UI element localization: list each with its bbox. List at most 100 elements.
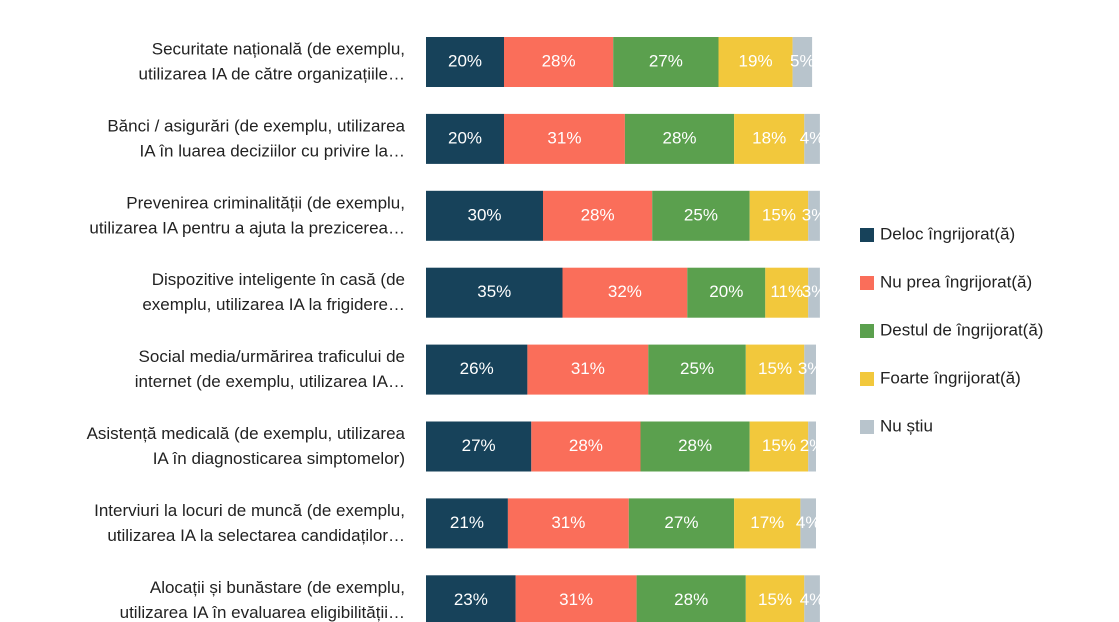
bar-segment [648, 344, 746, 395]
category-label: Alocații și bunăstare (de exemplu, [150, 578, 405, 597]
category-label: Asistență medicală (de exemplu, utilizar… [87, 424, 406, 443]
legend-label: Nu știu [880, 416, 933, 435]
category-label: internet (de exemplu, utilizarea IA… [135, 372, 405, 391]
value-label: 35% [477, 282, 511, 301]
value-label: 3% [802, 282, 827, 301]
category-label: exemplu, utilizarea IA la frigidere… [142, 295, 405, 314]
category-label: Social media/urmărirea traficului de [139, 347, 405, 366]
bar-segment [652, 190, 750, 241]
bar-segment [543, 190, 653, 241]
category-label: utilizarea IA în evaluarea eligibilități… [120, 603, 405, 622]
value-label: 19% [739, 51, 773, 70]
bar-segment [749, 421, 809, 472]
bar-segment [624, 113, 735, 164]
category-label: utilizarea IA de către organizațiile… [139, 64, 405, 83]
bar-segment [628, 498, 735, 549]
bar-segment [804, 575, 820, 622]
bar-segment [426, 267, 563, 318]
value-label: 27% [462, 436, 496, 455]
value-label: 4% [796, 513, 821, 532]
bar-segment [527, 344, 649, 395]
value-label: 21% [450, 513, 484, 532]
bar-segment [808, 190, 820, 241]
value-label: 15% [758, 359, 792, 378]
value-label: 20% [448, 128, 482, 147]
bar-segment [426, 575, 516, 622]
legend-label: Nu prea îngrijorat(ă) [880, 272, 1032, 291]
value-label: 31% [547, 128, 581, 147]
value-label: 17% [750, 513, 784, 532]
category-label: Interviuri la locuri de muncă (de exempl… [94, 501, 405, 520]
legend-swatch [860, 324, 874, 338]
bar-segment [765, 267, 809, 318]
value-label: 32% [608, 282, 642, 301]
value-label: 31% [559, 590, 593, 609]
bar-segment [504, 37, 614, 87]
legend-label: Destul de îngrijorat(ă) [880, 320, 1043, 339]
category-label: Securitate națională (de exemplu, [152, 39, 405, 58]
value-label: 23% [454, 590, 488, 609]
bar-segment [504, 113, 625, 164]
value-label: 27% [649, 51, 683, 70]
value-label: 28% [542, 51, 576, 70]
bar-segment [640, 421, 750, 472]
bar-segment [515, 575, 637, 622]
category-label: utilizarea IA la selectarea candidaților… [107, 526, 405, 545]
value-label: 4% [800, 590, 825, 609]
bar-segment [804, 113, 820, 164]
value-label: 18% [752, 128, 786, 147]
bar-segment [687, 267, 766, 318]
bar-segment [808, 267, 820, 318]
legend-swatch [860, 276, 874, 290]
value-label: 20% [448, 51, 482, 70]
value-label: 28% [678, 436, 712, 455]
legend-swatch [860, 372, 874, 386]
legend-label: Deloc îngrijorat(ă) [880, 224, 1015, 243]
value-label: 5% [790, 51, 815, 70]
category-label: Bănci / asigurări (de exemplu, utilizare… [107, 116, 405, 135]
bar-segment [426, 190, 543, 241]
value-label: 28% [569, 436, 603, 455]
value-label: 28% [581, 205, 615, 224]
bar-segment [636, 575, 746, 622]
value-label: 3% [798, 359, 823, 378]
bar-segment [749, 190, 809, 241]
category-label: IA în luarea deciziilor cu privire la… [139, 141, 405, 160]
bar-segment [745, 344, 805, 395]
value-label: 25% [680, 359, 714, 378]
value-label: 27% [664, 513, 698, 532]
value-label: 15% [762, 205, 796, 224]
value-label: 31% [571, 359, 605, 378]
value-label: 15% [758, 590, 792, 609]
value-label: 11% [770, 282, 803, 301]
value-label: 4% [800, 128, 825, 147]
value-label: 3% [802, 205, 827, 224]
legend-swatch [860, 420, 874, 434]
bar-segment [426, 344, 528, 395]
bar-segment [562, 267, 688, 318]
value-label: 20% [709, 282, 743, 301]
bar-segment [808, 421, 816, 472]
value-label: 31% [551, 513, 585, 532]
bar-segment [426, 498, 508, 549]
value-label: 15% [762, 436, 796, 455]
bar-segment [426, 113, 504, 164]
bar-segment [426, 421, 532, 472]
bar-segment [718, 37, 793, 87]
legend-swatch [860, 228, 874, 242]
value-label: 30% [467, 205, 501, 224]
value-label: 26% [460, 359, 494, 378]
category-label: IA în diagnosticarea simptomelor) [153, 449, 405, 468]
bar-segment [507, 498, 629, 549]
legend-label: Foarte îngrijorat(ă) [880, 368, 1021, 387]
value-label: 28% [674, 590, 708, 609]
bar-segment [531, 421, 641, 472]
category-label: Dispozitive inteligente în casă (de [152, 270, 405, 289]
bar-segment [745, 575, 805, 622]
bar-segment [613, 37, 719, 87]
bar-segment [804, 344, 816, 395]
bar-segment [734, 498, 801, 549]
category-label: utilizarea IA pentru a ajuta la prezicer… [89, 218, 405, 237]
value-label: 28% [662, 128, 696, 147]
